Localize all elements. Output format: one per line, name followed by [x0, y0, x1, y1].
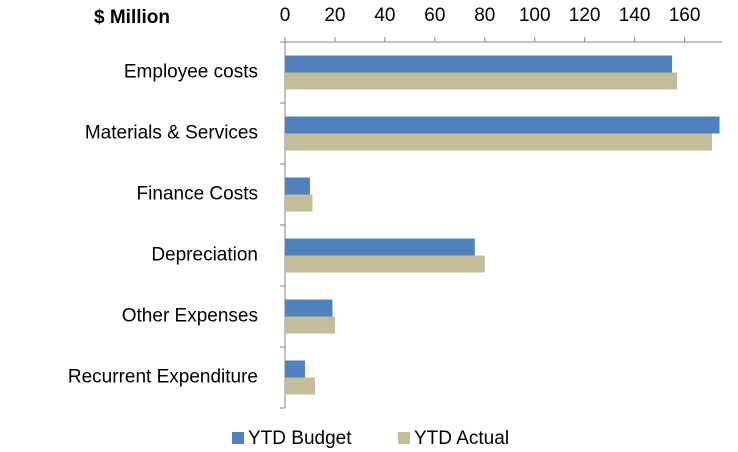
y-tick-label: Recurrent Expenditure — [68, 367, 258, 388]
x-tick-label: 20 — [324, 5, 345, 26]
x-tick-label: 160 — [669, 5, 701, 26]
x-tick-label: 40 — [374, 5, 395, 26]
bar — [285, 116, 720, 134]
x-tick-label: 120 — [569, 5, 601, 26]
bar — [285, 377, 315, 395]
bar — [285, 177, 310, 195]
y-tick-label: Materials & Services — [85, 123, 258, 144]
bar — [285, 255, 485, 273]
bar — [285, 55, 673, 73]
legend-swatch — [232, 432, 244, 444]
bar — [285, 194, 313, 212]
bar — [285, 72, 678, 90]
y-tick-label: Depreciation — [151, 245, 258, 266]
bar — [285, 360, 305, 378]
x-tick-label: 60 — [424, 5, 445, 26]
y-tick-label: Other Expenses — [122, 306, 258, 327]
legend-swatch — [398, 432, 410, 444]
chart-title: $ Million — [94, 7, 170, 28]
legend-label: YTD Actual — [414, 428, 509, 449]
x-tick-label: 80 — [474, 5, 495, 26]
bar — [285, 133, 713, 151]
bar — [285, 238, 475, 256]
bar — [285, 299, 333, 317]
x-tick-label: 0 — [280, 5, 291, 26]
x-tick-label: 140 — [619, 5, 651, 26]
bar — [285, 316, 335, 334]
x-tick-label: 100 — [519, 5, 551, 26]
y-tick-label: Employee costs — [124, 62, 258, 83]
legend-label: YTD Budget — [248, 428, 352, 449]
y-tick-label: Finance Costs — [137, 184, 258, 205]
